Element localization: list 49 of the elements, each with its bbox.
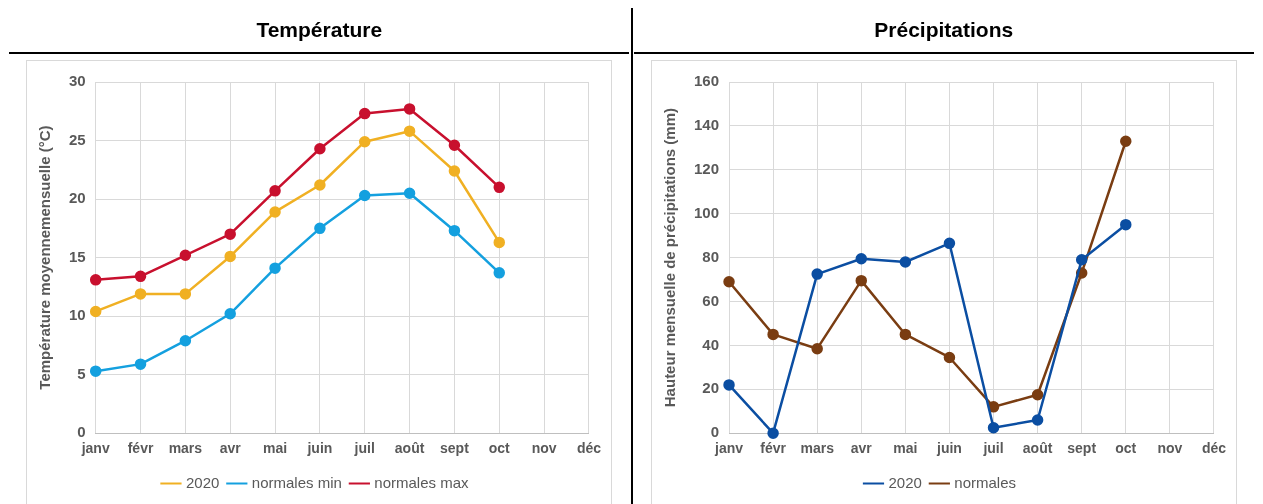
x-tick-label: sept: [440, 440, 470, 457]
x-tick-label: oct: [1115, 440, 1137, 457]
y-tick-label: 60: [702, 291, 719, 309]
y-tick-label: 5: [77, 364, 86, 382]
y-tick-label: 0: [710, 423, 719, 441]
y-tick-label: 10: [69, 306, 86, 324]
x-tick-label: août: [395, 440, 425, 457]
legend-label: normales: [954, 473, 1016, 491]
y-tick-label: 20: [69, 189, 86, 207]
x-tick-label: mars: [800, 440, 834, 457]
chart-title: Précipitations: [633, 8, 1254, 54]
y-tick-label: 100: [693, 203, 719, 221]
y-axis-title: Hauteur mensuelle de précipitations (mm): [660, 107, 678, 408]
x-tick-label: nov: [1157, 440, 1183, 457]
x-tick-label: mars: [168, 440, 203, 457]
x-tick-label: mai: [893, 440, 918, 457]
x-tick-label: juil: [982, 440, 1004, 457]
x-tick-label: juin: [306, 440, 333, 457]
y-tick-label: 30: [69, 72, 86, 90]
x-tick-label: nov: [531, 440, 557, 457]
x-tick-label: avr: [850, 440, 873, 457]
legend-label: 2020: [186, 473, 220, 491]
y-tick-label: 15: [69, 247, 86, 265]
y-tick-label: 120: [693, 159, 719, 177]
x-tick-label: août: [1022, 440, 1053, 457]
y-tick-label: 140: [693, 116, 719, 134]
y-tick-label: 0: [77, 423, 86, 441]
x-tick-label: déc: [1201, 440, 1226, 457]
x-tick-label: janv: [713, 440, 743, 457]
y-tick-label: 25: [69, 130, 86, 148]
x-tick-label: mai: [263, 440, 288, 457]
x-tick-label: févr: [760, 440, 787, 457]
x-tick-label: janv: [80, 440, 111, 457]
y-axis-title: Température moyennemensuelle (°C): [36, 125, 54, 390]
legend-label: 2020: [888, 473, 922, 491]
y-tick-label: 160: [693, 72, 719, 90]
y-tick-label: 40: [702, 335, 719, 353]
x-tick-label: juil: [353, 440, 376, 457]
x-tick-label: sept: [1067, 440, 1097, 457]
y-tick-label: 20: [702, 379, 719, 397]
x-tick-label: avr: [219, 440, 242, 457]
legend-label: normales max: [374, 473, 470, 491]
x-tick-label: juin: [935, 440, 962, 457]
legend-label: normales min: [252, 473, 343, 491]
x-tick-label: déc: [577, 440, 602, 457]
chart-title: Température: [9, 8, 630, 54]
x-tick-label: oct: [489, 440, 511, 457]
x-tick-label: févr: [127, 440, 155, 457]
y-tick-label: 80: [702, 247, 719, 265]
